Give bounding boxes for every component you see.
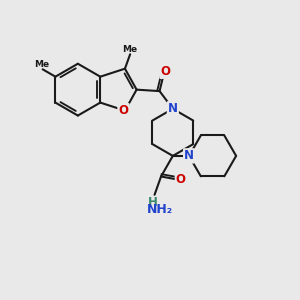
- Text: O: O: [160, 65, 170, 78]
- Text: O: O: [176, 173, 186, 186]
- Text: O: O: [118, 104, 128, 117]
- Text: Me: Me: [34, 60, 49, 69]
- Text: NH₂: NH₂: [147, 203, 173, 216]
- Text: O: O: [118, 104, 128, 117]
- Text: O: O: [160, 65, 170, 78]
- Text: N: N: [168, 102, 178, 115]
- Text: N: N: [184, 149, 194, 162]
- Text: Me: Me: [123, 45, 138, 54]
- Text: N: N: [168, 102, 178, 115]
- Text: H: H: [148, 196, 158, 209]
- Text: N: N: [184, 149, 194, 162]
- Text: O: O: [176, 173, 186, 186]
